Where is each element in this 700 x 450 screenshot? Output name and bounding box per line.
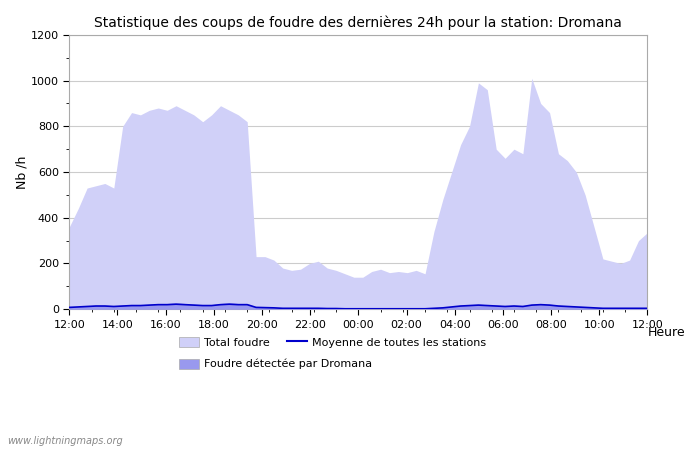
Text: www.lightningmaps.org: www.lightningmaps.org	[7, 436, 122, 446]
Title: Statistique des coups de foudre des dernières 24h pour la station: Dromana: Statistique des coups de foudre des dern…	[94, 15, 622, 30]
Legend: Foudre détectée par Dromana: Foudre détectée par Dromana	[179, 359, 372, 369]
Y-axis label: Nb /h: Nb /h	[15, 155, 28, 189]
Text: Heure: Heure	[648, 326, 685, 339]
